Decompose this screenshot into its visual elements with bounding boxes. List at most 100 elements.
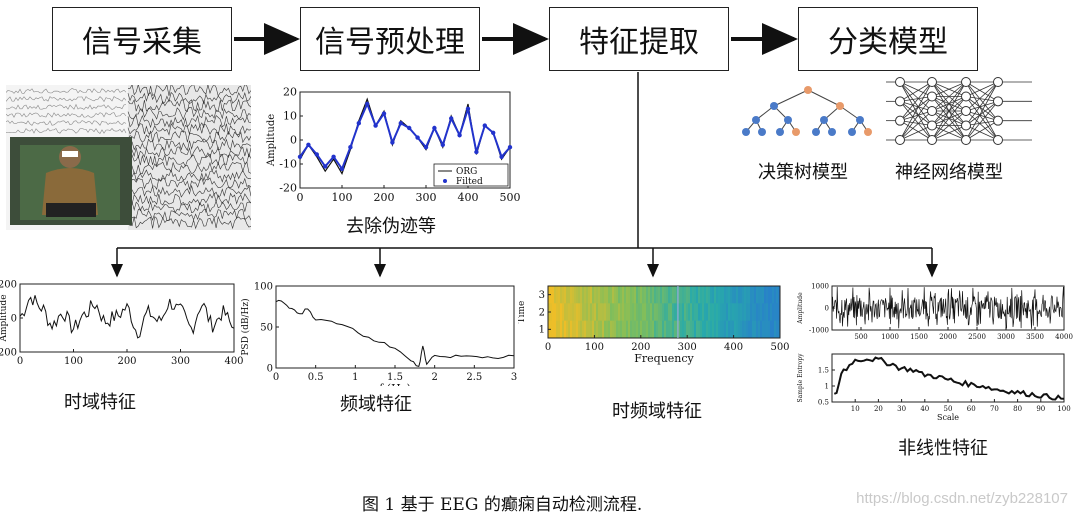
heatmap-cell <box>684 303 687 322</box>
y-axis-label: Sample Entropy <box>797 353 804 403</box>
heatmap-cell <box>662 303 665 322</box>
heatmap-cell <box>622 320 625 339</box>
heatmap-cell <box>582 303 585 322</box>
label-freq-domain: 频域特征 <box>340 394 412 415</box>
heatmap-cell <box>676 286 679 304</box>
heatmap-cell <box>686 303 689 322</box>
heatmap-cell <box>770 286 773 304</box>
heatmap-cell <box>734 320 737 339</box>
heatmap-cell <box>586 286 589 304</box>
heatmap-cell <box>576 286 579 304</box>
heatmap-cell <box>588 286 591 304</box>
heatmap-cell <box>724 286 727 304</box>
heatmap-cell <box>692 320 695 339</box>
heatmap-cell <box>570 303 573 322</box>
heatmap-cell <box>584 286 587 304</box>
heatmap-cell <box>748 286 751 304</box>
heatmap-cell <box>562 286 565 304</box>
heatmap-cell <box>732 286 735 304</box>
eeg-dense-trace <box>127 192 251 206</box>
plot-frame <box>275 285 515 369</box>
heatmap-cell <box>658 286 661 304</box>
heatmap-cell <box>618 320 621 339</box>
heatmap-cell <box>636 286 639 304</box>
heatmap-cell <box>554 303 557 322</box>
heatmap-cell <box>726 286 729 304</box>
heatmap-cell <box>688 320 691 339</box>
heatmap-cell <box>732 320 735 339</box>
nn-edge <box>965 96 999 141</box>
heatmap-cell <box>700 286 703 304</box>
heatmap-cell <box>766 286 769 304</box>
heatmap-cell <box>662 320 665 339</box>
heatmap-cell <box>684 320 687 339</box>
heatmap-cell <box>582 286 585 304</box>
heatmap-cell <box>698 320 701 339</box>
heatmap-cell <box>658 320 661 339</box>
heatmap-cell <box>646 286 649 304</box>
heatmap-cell <box>628 320 631 339</box>
heatmap-cell <box>600 286 603 304</box>
nn-edge <box>899 81 933 121</box>
nn-edge <box>965 101 999 141</box>
heatmap-cell <box>590 320 593 339</box>
heatmap-cell <box>776 286 779 304</box>
x-tick-label: 100 <box>585 342 604 353</box>
x-tick-label: 100 <box>332 191 353 204</box>
heatmap-cell <box>594 286 597 304</box>
label-nonlinear: 非线性特征 <box>898 438 988 459</box>
nn-edge <box>899 110 933 122</box>
heatmap-cell <box>716 303 719 322</box>
y-axis-label: Time <box>518 301 527 324</box>
nn-edge <box>965 81 999 102</box>
heatmap-cell <box>592 286 595 304</box>
heatmap-cell <box>746 303 749 322</box>
heatmap-cell <box>664 286 667 304</box>
heatmap-cell <box>756 320 759 339</box>
nn-node <box>895 115 905 126</box>
plot-frame <box>831 353 1065 403</box>
heatmap-cell <box>722 303 725 322</box>
nn-edge <box>899 81 933 126</box>
heatmap-cell <box>632 320 635 339</box>
heatmap-cell <box>722 320 725 339</box>
heatmap-cell <box>728 286 731 304</box>
heatmap-cell <box>620 286 623 304</box>
eeg-dense-trace <box>127 130 251 144</box>
step-feature-extraction: 特征提取 <box>549 7 729 71</box>
heatmap-cell <box>668 320 671 339</box>
heatmap-cell <box>634 303 637 322</box>
heatmap-cell <box>734 286 737 304</box>
heatmap-cell <box>760 286 763 304</box>
heatmap-cell <box>596 286 599 304</box>
heatmap-cell <box>668 303 671 322</box>
nn-node <box>993 77 1003 87</box>
heatmap-cell <box>606 286 609 304</box>
heatmap-cell <box>622 286 625 304</box>
eeg-trace <box>6 112 127 118</box>
heatmap-cell <box>584 320 587 339</box>
heatmap-cell <box>572 286 575 304</box>
nn-edge <box>899 101 933 141</box>
heatmap-cell <box>656 320 659 339</box>
y-tick-label: -20 <box>279 182 297 195</box>
heatmap-cell <box>760 303 763 322</box>
heatmap-cell <box>740 303 743 322</box>
nn-edge <box>965 110 999 122</box>
heatmap-cell <box>776 320 779 339</box>
heatmap-cell <box>752 303 755 322</box>
heatmap-cell <box>630 320 633 339</box>
nn-edge <box>899 81 933 141</box>
heatmap-cell <box>664 320 667 339</box>
heatmap-cell <box>646 303 649 322</box>
nn-edge <box>899 96 933 121</box>
nn-edge <box>899 120 933 141</box>
heatmap-cell <box>660 320 663 339</box>
x-tick-label: 500 <box>854 333 867 341</box>
heatmap-cell <box>694 303 697 322</box>
x-tick-label: 90 <box>1036 405 1045 413</box>
heatmap-cell <box>578 303 581 322</box>
heatmap-cell <box>680 286 683 304</box>
nn-edge <box>899 120 933 126</box>
eeg-dense-trace <box>127 146 251 159</box>
